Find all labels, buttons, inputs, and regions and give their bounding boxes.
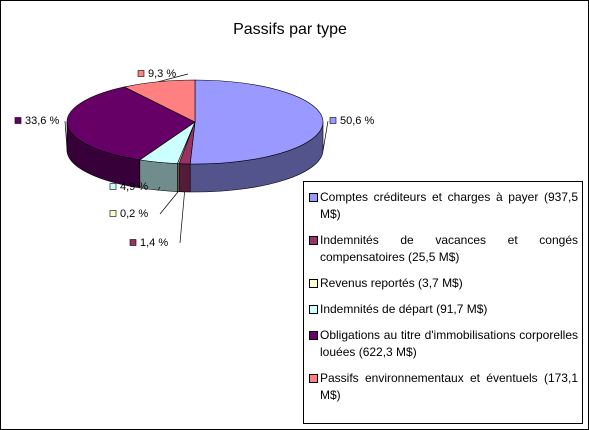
leader-line [322, 120, 329, 151]
label-swatch [14, 117, 22, 124]
data-label: 0,2 % [120, 208, 148, 220]
slice [66, 86, 196, 161]
legend-label: Passifs environnementaux et éventuels (1… [320, 371, 578, 402]
legend-entry: Obligations au titre d'immobilisations c… [308, 327, 578, 361]
label-swatch [109, 183, 117, 190]
slice [123, 79, 196, 123]
leader-line [158, 73, 189, 83]
data-label: 4,9 % [120, 181, 148, 193]
legend-label: Revenus reportés (3,7 M$) [320, 276, 463, 290]
legend-label: Comptes créditeurs et charges à payer (9… [320, 190, 578, 221]
legend-swatch [309, 305, 318, 314]
legend-swatch [309, 374, 318, 383]
legend-label: Indemnités de départ (91,7 M$) [320, 302, 488, 316]
legend-entry: Passifs environnementaux et éventuels (1… [308, 370, 578, 404]
legend-label: Obligations au titre d'immobilisations c… [320, 328, 578, 359]
data-label: 50,6 % [340, 115, 374, 127]
data-label: 33,6 % [25, 115, 59, 127]
leader-line [179, 191, 185, 244]
leader-line [64, 120, 68, 153]
legend-swatch [309, 331, 318, 340]
data-label: 1,4 % [140, 237, 168, 249]
legend-entry: Indemnités de départ (91,7 M$) [308, 301, 578, 318]
label-swatch [329, 117, 337, 124]
legend-swatch [309, 279, 318, 288]
label-swatch [137, 70, 145, 77]
legend-label: Indemnités de vacances et congés compens… [320, 233, 578, 264]
legend-entry: Comptes créditeurs et charges à payer (9… [308, 189, 578, 223]
label-swatch [129, 239, 137, 246]
leader-line [159, 191, 179, 215]
slice-side [178, 163, 191, 193]
data-label: 9,3 % [148, 68, 176, 80]
leader-line [157, 186, 161, 191]
legend-swatch [309, 193, 318, 202]
legend-entry: Revenus reportés (3,7 M$) [308, 275, 578, 292]
legend-entry: Indemnités de vacances et congés compens… [308, 232, 578, 266]
legend-swatch [309, 236, 318, 245]
label-swatch [109, 210, 117, 217]
legend: Comptes créditeurs et charges à payer (9… [303, 181, 583, 424]
slice [189, 79, 324, 165]
chart-title: Passifs par type [233, 21, 347, 38]
